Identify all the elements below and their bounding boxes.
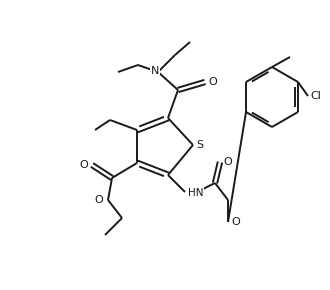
Text: O: O (209, 77, 217, 87)
Text: Cl: Cl (311, 91, 321, 101)
Text: N: N (151, 66, 159, 76)
Text: O: O (232, 217, 240, 227)
Text: HN: HN (188, 188, 204, 198)
Text: O: O (95, 195, 103, 205)
Text: S: S (196, 140, 204, 150)
Text: O: O (224, 157, 232, 167)
Text: O: O (80, 160, 88, 170)
